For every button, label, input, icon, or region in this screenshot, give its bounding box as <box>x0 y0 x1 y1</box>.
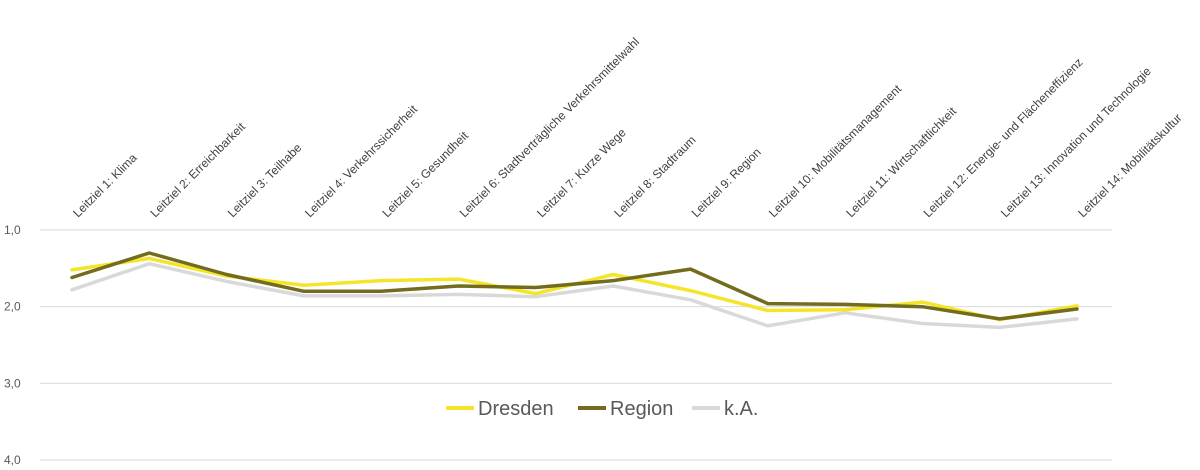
category-label: Leitziel 13: Innovation und Technologie <box>998 64 1154 220</box>
category-label: Leitziel 3: Teilhabe <box>225 140 305 220</box>
y-axis-ticks: 1,0 2,0 3,0 4,0 <box>4 223 21 467</box>
legend-label: Dresden <box>478 398 554 420</box>
category-labels: Leitziel 1: Klima Leitziel 2: Erreichbark… <box>70 35 1184 220</box>
category-label: Leitziel 9: Region <box>689 145 764 220</box>
series-line-ka <box>70 261 1079 330</box>
series-line-dresden <box>70 256 1079 322</box>
legend-label: k.A. <box>724 398 758 420</box>
gridlines <box>40 229 1112 461</box>
series-lines <box>70 251 1079 330</box>
legend: Dresden Region k.A. <box>446 398 758 420</box>
category-label: Leitziel 8: Stadtraum <box>611 133 698 220</box>
category-label: Leitziel 5: Gesundheit <box>379 128 471 220</box>
y-tick-label: 4,0 <box>4 453 21 467</box>
y-tick-label: 1,0 <box>4 223 21 237</box>
category-label: Leitziel 6: Stadtverträgliche Verkehrsmi… <box>457 35 642 220</box>
category-label: Leitziel 10: Mobilitätsmanagement <box>766 81 905 220</box>
category-label: Leitziel 1: Klima <box>70 151 140 221</box>
legend-label: Region <box>610 398 673 420</box>
category-label: Leitziel 12: Energie- und Flächeneffizie… <box>921 55 1086 220</box>
y-tick-label: 3,0 <box>4 376 21 390</box>
y-tick-label: 2,0 <box>4 300 21 314</box>
series-line-region <box>70 251 1079 321</box>
